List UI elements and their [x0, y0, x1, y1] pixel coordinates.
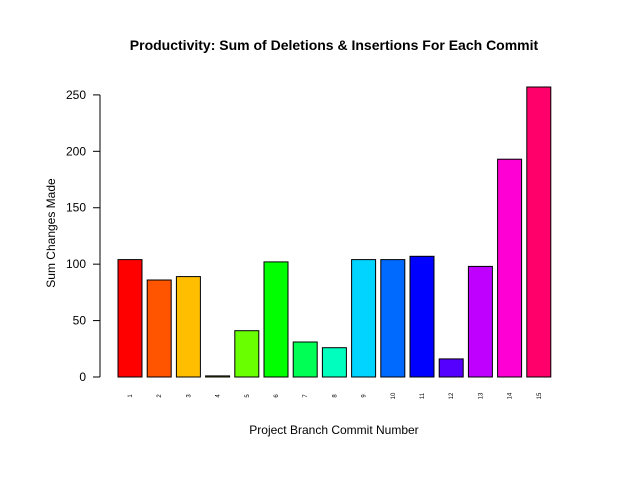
- bar-commit-10: [380, 259, 406, 378]
- x-tick-label: 4: [216, 394, 222, 398]
- y-tick-label: 100: [66, 257, 86, 271]
- y-tick-label: 250: [66, 88, 86, 102]
- bar-commit-2: [146, 279, 172, 378]
- y-axis-label: Sum Changes Made: [44, 178, 58, 288]
- bar-commit-15: [526, 86, 552, 378]
- chart-title: Productivity: Sum of Deletions & Inserti…: [130, 37, 539, 53]
- x-tick-label: 1: [128, 394, 134, 398]
- bar-commit-6: [263, 261, 289, 378]
- x-tick-label: 14: [508, 392, 514, 399]
- bar-commit-9: [351, 259, 377, 378]
- bar-commit-8: [321, 347, 347, 378]
- x-tick-label: 15: [537, 392, 543, 399]
- bar-commit-13: [467, 265, 493, 378]
- x-tick-label: 8: [332, 394, 338, 398]
- bar-commit-7: [292, 341, 318, 378]
- x-tick-label: 5: [245, 394, 251, 398]
- bar-commit-11: [409, 255, 435, 378]
- x-tick-label: 2: [157, 394, 163, 398]
- y-axis: 0 50 100 150 200 250: [66, 88, 101, 384]
- bar-commit-4: [205, 375, 231, 378]
- bar-commit-1: [117, 259, 143, 378]
- x-tick-label: 12: [449, 392, 455, 399]
- y-tick-label: 200: [66, 144, 86, 158]
- x-tick-label: 13: [478, 392, 484, 399]
- x-tick-label: 10: [391, 392, 397, 399]
- x-axis-label: Project Branch Commit Number: [249, 423, 418, 437]
- x-tick-label: 9: [362, 394, 368, 398]
- bar-commit-12: [438, 358, 464, 378]
- x-tick-label: 7: [303, 394, 309, 398]
- bar-commit-5: [234, 330, 260, 378]
- y-tick-label: 0: [79, 370, 86, 384]
- x-tick-labels: 1 2 3 4 5 6 7 8 9 10 11 12 13 14 15: [128, 392, 543, 399]
- x-tick-label: 11: [420, 392, 426, 399]
- x-tick-label: 3: [186, 394, 192, 398]
- x-tick-label: 6: [274, 394, 280, 398]
- bar-commit-14: [497, 158, 523, 378]
- bars-group: [117, 86, 552, 378]
- bar-commit-3: [175, 276, 201, 378]
- y-tick-label: 150: [66, 201, 86, 215]
- y-tick-label: 50: [73, 314, 87, 328]
